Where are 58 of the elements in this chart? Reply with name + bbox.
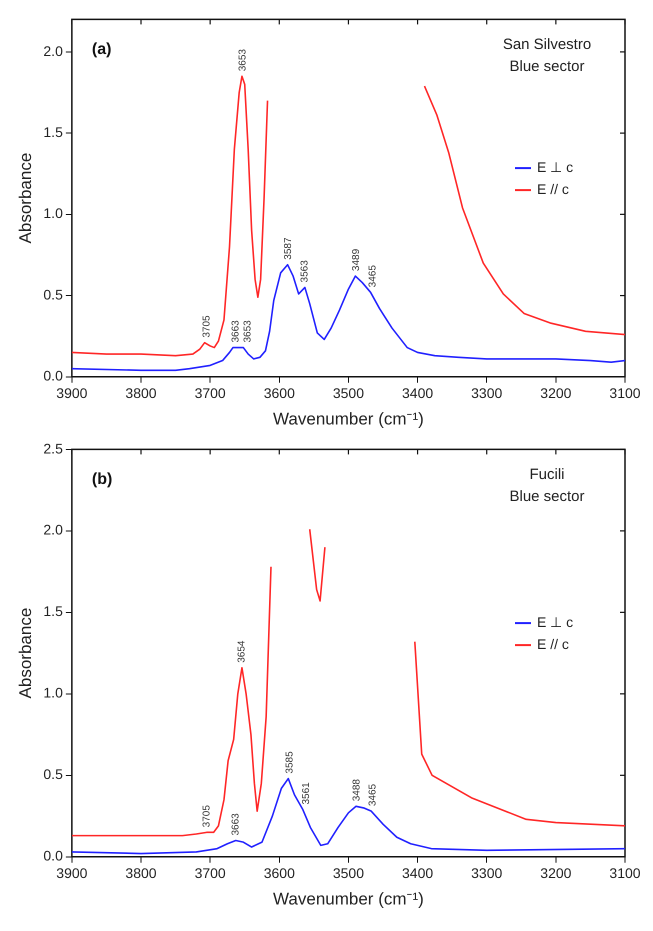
x-tick-label: 3200 xyxy=(540,865,572,882)
y-tick-label: 0.0 xyxy=(43,848,64,864)
x-tick-label: 3500 xyxy=(332,865,364,882)
y-tick-label: 0.5 xyxy=(43,766,64,782)
x-tick-label: 3600 xyxy=(264,865,296,882)
annotation: 3705 xyxy=(201,804,212,828)
legend-label: E // c xyxy=(537,180,569,197)
x-axis-title: Wavenumber (cm⁻¹) xyxy=(273,889,424,908)
x-tick-label: 3400 xyxy=(402,385,434,402)
annotation: 3653 xyxy=(237,48,248,72)
y-tick-label: 1.0 xyxy=(43,684,64,701)
annotation: 3653 xyxy=(242,320,254,343)
y-tick-label: 0.0 xyxy=(43,368,64,384)
annotation: 3585 xyxy=(284,750,296,774)
x-axis-title: Wavenumber (cm⁻¹) xyxy=(273,409,424,428)
annotation: 3705 xyxy=(201,315,212,338)
x-tick-label: 3200 xyxy=(540,385,572,402)
x-tick-label: 3900 xyxy=(56,865,88,882)
annotation: 3465 xyxy=(367,264,378,288)
y-tick-label: 1.0 xyxy=(43,205,64,222)
x-tick-label: 3800 xyxy=(125,865,157,882)
y-tick-label: 1.5 xyxy=(43,603,64,620)
y-tick-label: 2.0 xyxy=(43,42,64,59)
annotation: (a) xyxy=(92,40,112,58)
legend-label: E ⊥ c xyxy=(537,614,574,630)
annotation: Fucili xyxy=(529,466,565,484)
y-axis-title: Absorbance xyxy=(16,608,35,698)
x-tick-label: 3500 xyxy=(332,385,364,402)
annotation: 3663 xyxy=(230,320,242,343)
x-tick-label: 3100 xyxy=(609,865,641,882)
x-tick-label: 3300 xyxy=(471,865,502,882)
annotation: 3563 xyxy=(300,260,311,282)
y-tick-label: 1.5 xyxy=(43,124,64,140)
x-tick-label: 3400 xyxy=(402,865,434,882)
annotation: 3587 xyxy=(283,237,294,260)
annotation: 3561 xyxy=(301,782,312,805)
x-tick-label: 3700 xyxy=(194,385,226,402)
x-tick-label: 3900 xyxy=(56,385,88,402)
x-tick-label: 3700 xyxy=(194,865,226,882)
x-tick-label: 3100 xyxy=(609,385,641,402)
annotation: Blue sector xyxy=(509,58,585,76)
y-axis-title: Absorbance xyxy=(16,152,35,244)
annotation: Blue sector xyxy=(509,488,585,506)
legend-label: E ⊥ c xyxy=(537,158,574,175)
x-tick-label: 3600 xyxy=(264,385,296,402)
annotation: 3465 xyxy=(367,783,378,806)
annotation: 3654 xyxy=(236,640,248,663)
y-tick-label: 2.0 xyxy=(43,522,64,538)
annotation: 3663 xyxy=(230,812,242,836)
annotation: 3489 xyxy=(350,248,362,272)
annotation: (b) xyxy=(92,470,112,488)
x-tick-label: 3300 xyxy=(471,385,502,402)
y-tick-label: 2.5 xyxy=(43,440,64,456)
y-tick-label: 0.5 xyxy=(43,286,64,302)
annotation: San Silvestro xyxy=(502,36,592,54)
legend-label: E // c xyxy=(537,636,569,652)
annotation: 3488 xyxy=(351,778,362,802)
x-tick-label: 3800 xyxy=(125,385,157,402)
